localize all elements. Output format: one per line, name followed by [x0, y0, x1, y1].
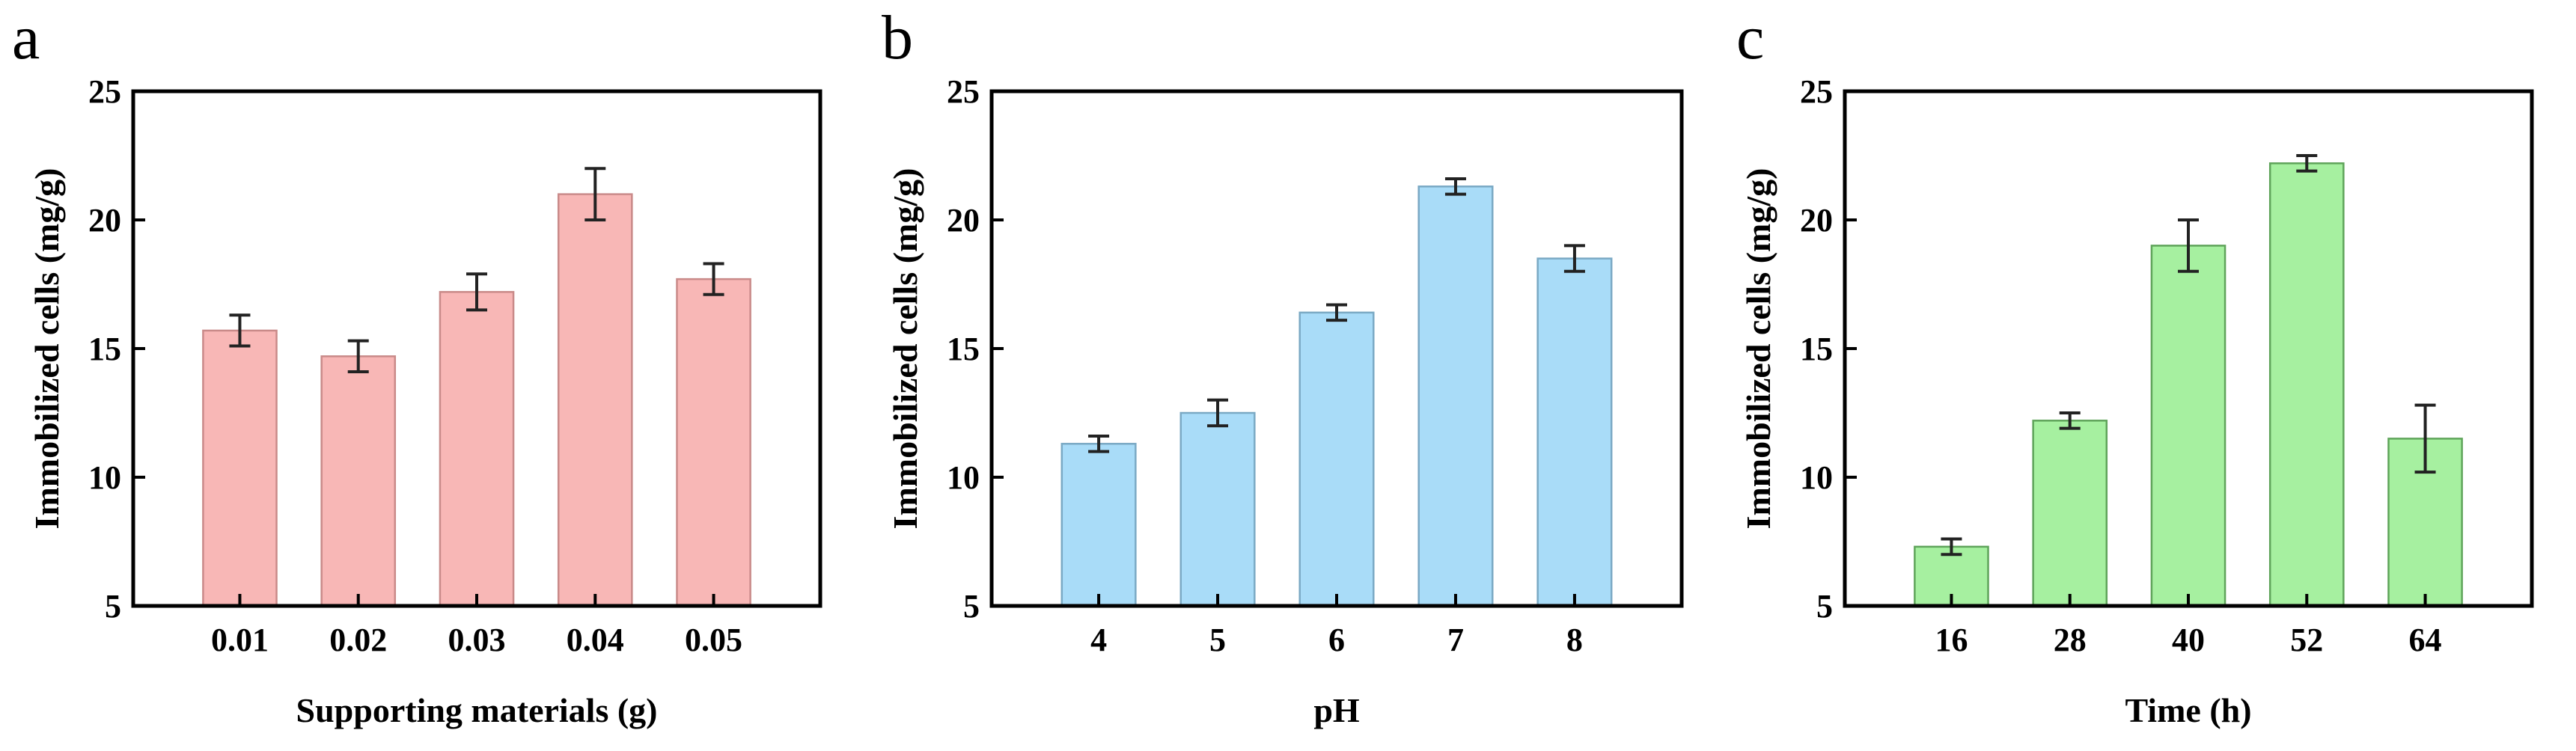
x-tick-label: 64 — [2409, 622, 2442, 658]
y-tick-label: 10 — [947, 459, 980, 496]
bar-0.02 — [320, 355, 397, 607]
y-tick-label: 5 — [1816, 588, 1833, 625]
y-tick-label: 20 — [88, 202, 121, 239]
x-tick-label: 6 — [1328, 622, 1345, 658]
bar-0.04 — [557, 193, 633, 607]
x-tick-label: 40 — [2172, 622, 2205, 658]
x-axis-label: pH — [1313, 691, 1360, 729]
x-axis-label: Supporting materials (g) — [296, 691, 658, 729]
y-axis-label: Immobilized cells (mg/g) — [886, 168, 924, 530]
chart-panel-a: a 5 10 15 20 25 0.01 0.02 0.03 0.04 0.05 Supporting… — [12, 3, 822, 729]
y-tick-label: 15 — [1800, 331, 1833, 367]
error-bar-64 — [2414, 403, 2436, 474]
y-tick-label: 20 — [1800, 202, 1833, 239]
x-tick-label: 8 — [1566, 622, 1583, 658]
bar-6 — [1298, 311, 1375, 607]
error-bar-8 — [1563, 244, 1585, 273]
y-tick-label: 5 — [105, 588, 121, 625]
error-bar-5 — [1207, 398, 1229, 428]
x-axis-label: Time (h) — [2125, 691, 2251, 729]
x-tick-label: 0.04 — [567, 622, 624, 658]
x-tick-label: 0.03 — [448, 622, 506, 658]
bar-52 — [2268, 162, 2345, 607]
error-bar-6 — [1326, 303, 1347, 322]
chart-panel-b: b 5 10 15 20 25 4 5 6 7 8 pH Immobilized cells (mg/g… — [882, 3, 1684, 729]
error-bar-7 — [1444, 177, 1466, 196]
bar-0.03 — [439, 291, 515, 607]
x-tick-label: 0.01 — [211, 622, 269, 658]
bar-5 — [1179, 411, 1256, 607]
y-tick-label: 25 — [1800, 73, 1833, 110]
x-tick-label: 7 — [1447, 622, 1464, 658]
error-bar-0.01 — [229, 313, 251, 348]
y-tick-label: 15 — [88, 331, 121, 367]
x-tick-label: 5 — [1209, 622, 1226, 658]
y-tick-label: 10 — [1800, 459, 1833, 496]
y-tick-label: 10 — [88, 459, 121, 496]
error-bar-4 — [1088, 434, 1110, 453]
error-bar-52 — [2296, 154, 2318, 173]
x-tick-label: 4 — [1090, 622, 1107, 658]
x-tick-label: 0.05 — [685, 622, 742, 658]
error-bar-0.05 — [703, 262, 724, 296]
error-bar-0.04 — [585, 167, 606, 221]
x-tick-label: 16 — [1935, 622, 1968, 658]
bar-0.01 — [202, 329, 278, 607]
y-tick-label: 15 — [947, 331, 980, 367]
x-tick-label: 52 — [2290, 622, 2323, 658]
bar-28 — [2032, 420, 2108, 607]
x-tick-label: 0.02 — [329, 622, 387, 658]
y-tick-label: 20 — [947, 202, 980, 239]
error-bar-0.03 — [466, 272, 487, 312]
y-tick-label: 25 — [88, 73, 121, 110]
error-bar-40 — [2178, 218, 2199, 273]
chart-panel-c: c 5 10 15 20 25 16 28 40 52 64 Time (h) Immobilized … — [1736, 3, 2534, 729]
x-tick-label: 28 — [2054, 622, 2087, 658]
error-bar-28 — [2059, 411, 2081, 430]
bar-40 — [2150, 245, 2226, 607]
error-bar-0.02 — [347, 339, 369, 373]
panel-letter: b — [882, 3, 913, 73]
panel-letter: a — [12, 3, 40, 73]
bar-0.05 — [676, 278, 751, 607]
y-axis-label: Immobilized cells (mg/g) — [28, 168, 66, 530]
bar-7 — [1417, 186, 1494, 607]
y-axis-label: Immobilized cells (mg/g) — [1739, 168, 1777, 530]
bar-8 — [1536, 257, 1613, 607]
panel-letter: c — [1736, 3, 1764, 73]
y-tick-label: 25 — [947, 73, 980, 110]
error-bar-16 — [1941, 537, 1962, 557]
bar-4 — [1060, 443, 1137, 607]
y-tick-label: 5 — [963, 588, 980, 625]
